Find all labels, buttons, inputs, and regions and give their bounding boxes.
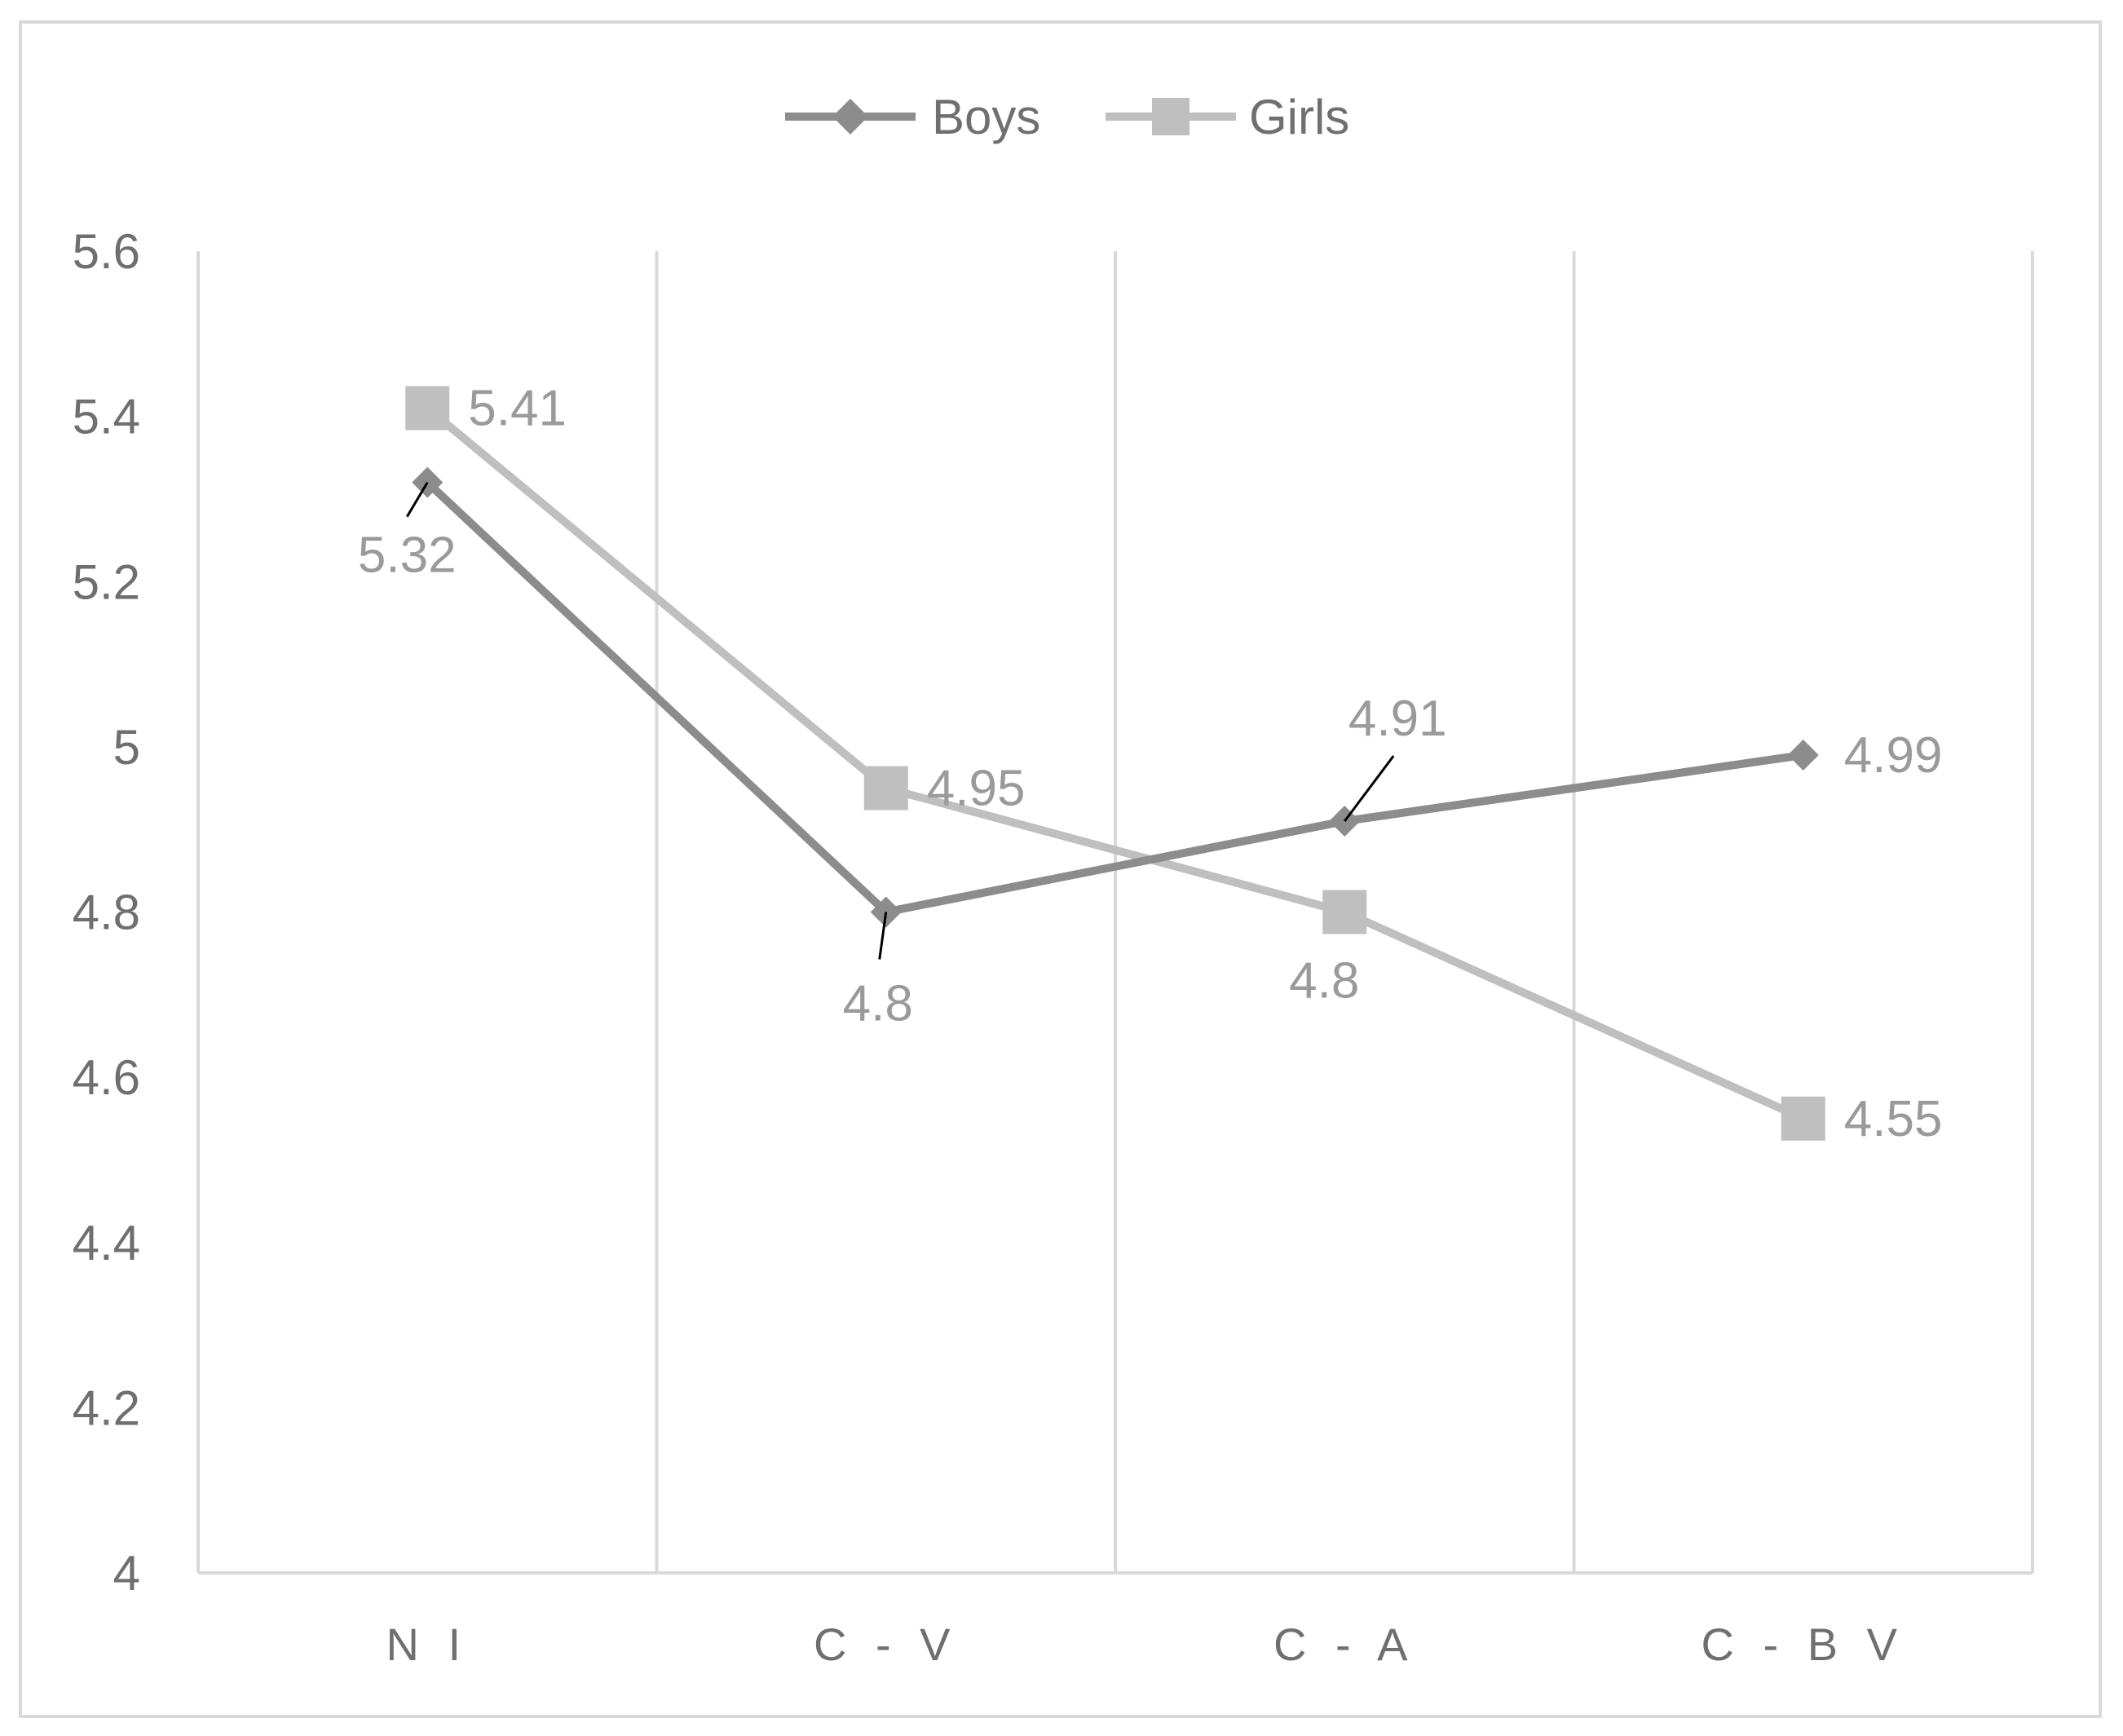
y-tick-label: 5.6 (73, 224, 140, 279)
y-tick-label: 4.8 (73, 886, 140, 940)
series-line-boys (424, 479, 1804, 917)
y-tick-label: 5.4 (73, 390, 140, 444)
y-tick-label: 4.4 (73, 1216, 140, 1270)
data-label-leaders (405, 481, 1395, 960)
data-label-boys: 5.32 (358, 528, 457, 584)
chart-frame (19, 20, 2102, 1718)
legend-item-boys: Boys (785, 90, 1040, 144)
data-label-boys: 4.99 (1844, 727, 1943, 784)
data-point-girls (1781, 1096, 1825, 1141)
legend-marker-diamond (832, 99, 868, 135)
y-tick-label: 4 (113, 1546, 140, 1601)
data-label-girls: 5.41 (468, 380, 567, 436)
data-labels: 5.32 4.8 4.91 4.99 5.41 4.95 4.8 4.55 (358, 380, 1943, 1146)
y-axis: 4 4.2 4.4 4.6 4.8 5 5.2 5.4 5.6 (73, 224, 140, 1601)
x-tick-label: N I (386, 1619, 469, 1670)
legend: Boys Girls (785, 90, 1349, 144)
series-lines (405, 386, 1825, 1141)
data-point-girls (405, 386, 450, 431)
data-label-girls: 4.8 (1289, 953, 1359, 1009)
y-tick-label: 5.2 (73, 554, 140, 609)
gridlines (196, 251, 2034, 1575)
y-tick-label: 5 (113, 720, 140, 775)
x-tick-label: C - A (1273, 1619, 1415, 1670)
data-label-leader (878, 912, 888, 960)
data-label-leader (1344, 755, 1395, 822)
data-label-girls: 4.55 (1844, 1091, 1943, 1147)
data-label-girls: 4.95 (927, 761, 1026, 817)
data-point-boys (1787, 740, 1819, 771)
data-label-boys: 4.8 (843, 976, 913, 1032)
data-label-boys: 4.91 (1348, 691, 1447, 747)
legend-label: Boys (932, 90, 1040, 144)
x-tick-label: C - V (814, 1619, 959, 1670)
legend-marker-square (1152, 98, 1189, 135)
data-point-girls (863, 766, 908, 811)
y-tick-label: 4.2 (73, 1380, 140, 1435)
data-point-girls (1322, 890, 1367, 934)
x-tick-label: C - B V (1701, 1619, 1905, 1670)
legend-item-girls: Girls (1106, 90, 1349, 144)
data-label-leader (405, 481, 429, 518)
y-tick-label: 4.6 (73, 1050, 140, 1105)
series-line-girls (425, 404, 1805, 1123)
legend-label: Girls (1249, 90, 1349, 144)
